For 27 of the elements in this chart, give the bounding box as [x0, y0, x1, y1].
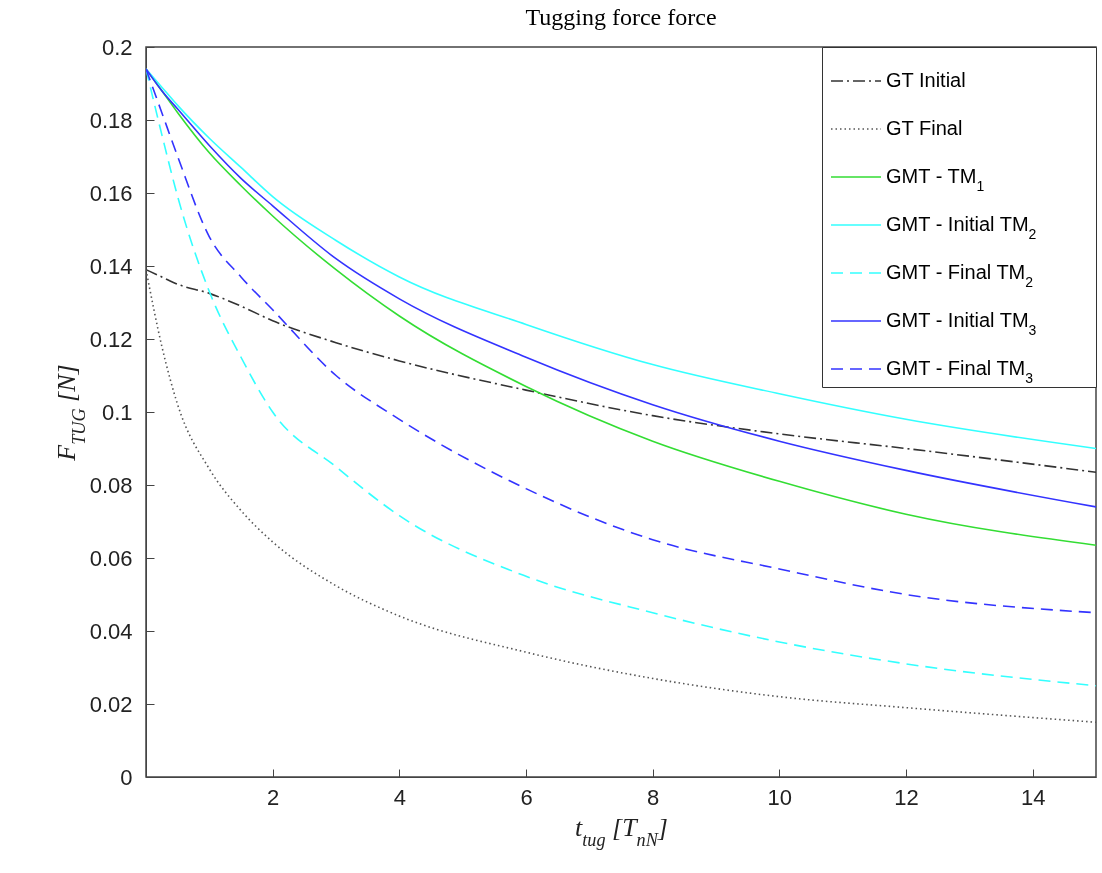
y-tick-label: 0.2 [101, 34, 133, 60]
y-tick-label: 0.1 [101, 399, 133, 425]
y-tick-label: 0 [120, 764, 133, 790]
x-tick-label: 12 [894, 784, 919, 810]
x-tick-label: 6 [520, 784, 533, 810]
x-tick-label: 14 [1020, 784, 1046, 810]
chart-title: Tugging force force [525, 4, 717, 30]
y-tick-label: 0.16 [89, 180, 133, 206]
y-tick-label: 0.02 [89, 691, 133, 717]
legend-label: GT Final [886, 117, 963, 139]
x-tick-label: 2 [267, 784, 280, 810]
legend-label: GMT - Initial TM$_{2}$ [886, 213, 1037, 242]
y-tick-label: 0.14 [89, 253, 133, 279]
y-tick-label: 0.06 [89, 545, 133, 571]
legend-label: GMT - TM$_{1}$ [886, 165, 985, 194]
y-tick-label: 0.12 [89, 326, 133, 352]
y-tick-label: 0.08 [89, 472, 133, 498]
x-tick-label: 8 [647, 784, 660, 810]
legend-label: GT Initial [886, 69, 966, 91]
y-tick-label: 0.18 [89, 107, 133, 133]
x-tick-label: 4 [393, 784, 406, 810]
legend-label: GMT - Final TM$_{2}$ [886, 261, 1034, 290]
legend-label: GMT - Final TM$_{3}$ [886, 357, 1034, 386]
y-tick-label: 0.04 [89, 618, 133, 644]
legend-label: GMT - Initial TM$_{3}$ [886, 309, 1037, 338]
x-axis-title: t$_{tug}$ [T$_{nN}$] [575, 812, 668, 850]
x-tick-label: 10 [767, 784, 793, 810]
